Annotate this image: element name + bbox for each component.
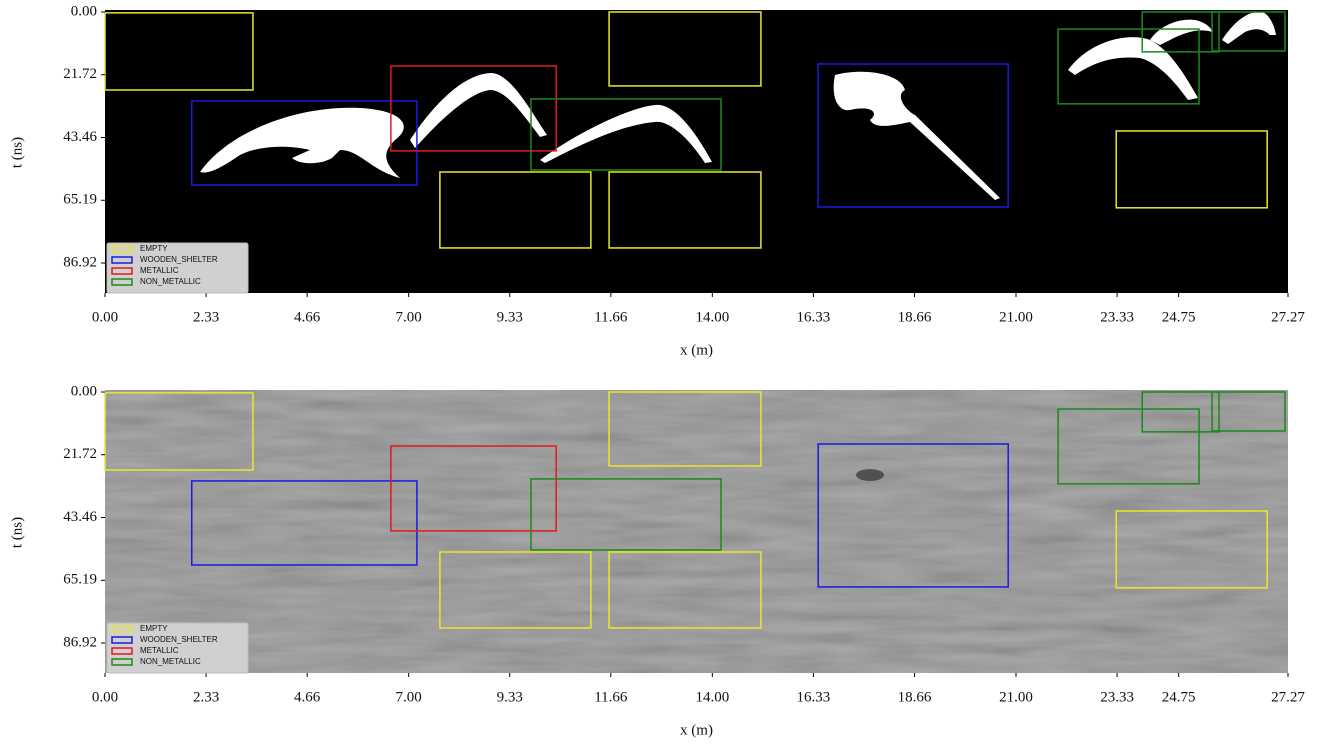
y-tick-label: 65.19 <box>63 192 97 208</box>
bounding-box <box>1057 408 1200 485</box>
x-tick-label: 7.00 <box>396 689 422 705</box>
bounding-box <box>1057 28 1200 105</box>
x-tick-label: 9.33 <box>497 309 523 325</box>
x-tick-label: 18.66 <box>898 689 932 705</box>
legend-label: NON_METALLIC <box>140 277 201 286</box>
x-tick-label: 7.00 <box>396 309 422 325</box>
x-tick-label: 24.75 <box>1162 689 1196 705</box>
bounding-box <box>191 480 418 566</box>
x-tick-label: 11.66 <box>594 689 628 705</box>
y-tick-label: 21.72 <box>63 446 97 462</box>
x-tick-label: 16.33 <box>797 689 831 705</box>
legend-label: NON_METALLIC <box>140 657 201 666</box>
legend-label: EMPTY <box>140 624 168 633</box>
legend-swatch <box>111 245 133 253</box>
x-tick-label: 21.00 <box>999 689 1033 705</box>
bounding-box <box>608 551 762 629</box>
legend-swatch <box>111 256 133 264</box>
legend-label: WOODEN_SHELTER <box>140 255 218 264</box>
radargram-panel: 0.00 2.33 4.66 7.00 9.33 11.66 14.00 16.33 18.66… <box>9 383 1305 738</box>
bounding-box <box>530 478 722 551</box>
legend-swatch <box>111 636 133 644</box>
bounding-box <box>817 63 1009 208</box>
x-tick-label: 27.27 <box>1271 309 1305 325</box>
y-tick-label: 43.46 <box>63 509 97 525</box>
x-tick-label: 0.00 <box>92 689 118 705</box>
x-tick-label: 0.00 <box>92 309 118 325</box>
radargram-texture <box>105 390 1288 673</box>
x-tick-label: 4.66 <box>294 309 321 325</box>
bounding-box <box>817 443 1009 588</box>
y-tick-label: 21.72 <box>63 66 97 82</box>
x-tick-label: 14.00 <box>695 689 729 705</box>
legend-swatch <box>111 647 133 655</box>
x-axis-label: x (m) <box>680 722 713 738</box>
y-tick-label: 43.46 <box>63 129 97 145</box>
y-tick-label: 0.00 <box>71 3 97 19</box>
bounding-box <box>1141 11 1220 53</box>
x-tick-label: 24.75 <box>1162 309 1196 325</box>
x-tick-label: 21.00 <box>999 309 1033 325</box>
x-tick-label: 4.66 <box>294 689 321 705</box>
legend-swatch <box>111 658 133 666</box>
bounding-box <box>191 100 418 186</box>
x-tick-label: 23.33 <box>1100 309 1134 325</box>
mask-blobs <box>200 11 1276 200</box>
x-tick-label: 16.33 <box>797 309 831 325</box>
y-tick-label: 65.19 <box>63 572 97 588</box>
x-tick-label: 27.27 <box>1271 689 1305 705</box>
x-tick-label: 9.33 <box>497 689 523 705</box>
x-tick-label: 11.66 <box>594 309 628 325</box>
bounding-box <box>1211 391 1286 432</box>
y-axis-label: t (ns) <box>9 517 25 548</box>
x-tick-label: 18.66 <box>898 309 932 325</box>
bounding-box <box>608 171 762 249</box>
bounding-box <box>1211 11 1286 52</box>
legend-swatch <box>111 267 133 275</box>
radargram-feature <box>856 469 884 481</box>
bounding-box <box>1141 391 1220 433</box>
x-axis-label: x (m) <box>680 342 713 358</box>
legend-box <box>106 242 249 294</box>
bounding-box <box>390 65 557 152</box>
legend-swatch <box>111 625 133 633</box>
legend-label: METALLIC <box>140 646 179 655</box>
bounding-box <box>104 12 254 91</box>
bounding-box <box>608 391 762 467</box>
legend-label: EMPTY <box>140 244 168 253</box>
bounding-box <box>1115 130 1268 209</box>
x-tick-label: 23.33 <box>1100 689 1134 705</box>
bounding-box <box>439 551 592 629</box>
y-tick-label: 0.00 <box>71 383 97 399</box>
x-tick-label: 14.00 <box>695 309 729 325</box>
bounding-box <box>390 445 557 532</box>
bounding-box <box>439 171 592 249</box>
bounding-box <box>608 11 762 87</box>
bounding-box <box>530 98 722 171</box>
legend-label: WOODEN_SHELTER <box>140 635 218 644</box>
y-axis-label: t (ns) <box>9 137 25 168</box>
x-tick-label: 2.33 <box>193 689 219 705</box>
bounding-box <box>1115 510 1268 589</box>
bounding-box <box>104 392 254 471</box>
legend-box <box>106 622 249 674</box>
mask-panel: 0.00 2.33 4.66 7.00 9.33 11.66 14.00 16.33 18.66… <box>9 3 1305 358</box>
x-tick-label: 2.33 <box>193 309 219 325</box>
y-tick-label: 86.92 <box>63 254 97 270</box>
legend-swatch <box>111 278 133 286</box>
legend-label: METALLIC <box>140 266 179 275</box>
y-tick-label: 86.92 <box>63 634 97 650</box>
